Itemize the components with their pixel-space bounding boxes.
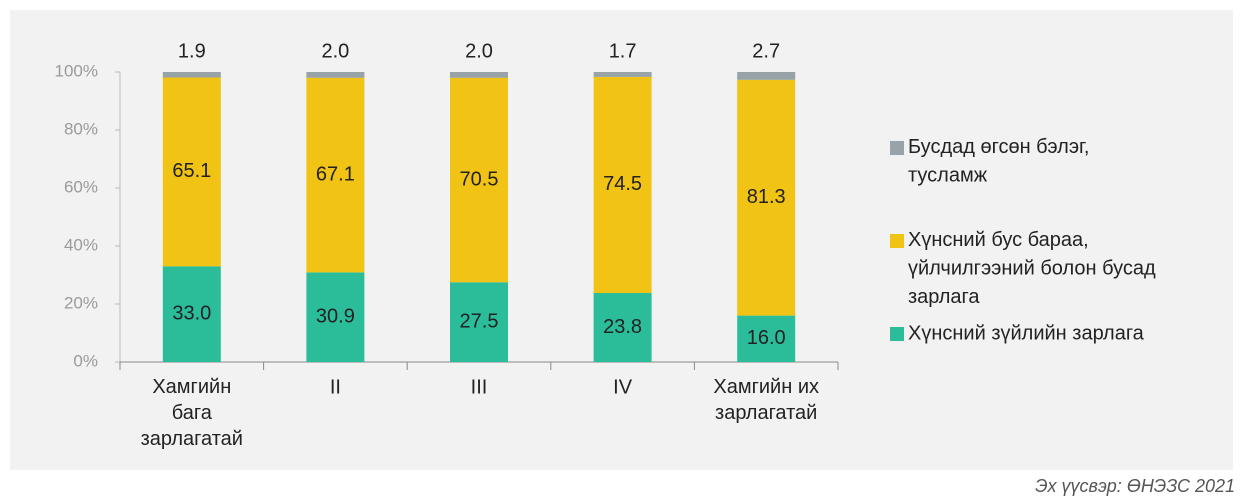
bar-segment [737, 79, 796, 316]
y-tick-label: 20% [64, 293, 98, 312]
y-tick-label: 0% [73, 351, 98, 370]
value-label: 67.1 [316, 163, 355, 185]
x-tick-label: Хамгийн их зарлагатай [713, 376, 819, 424]
bar-segment [162, 72, 221, 78]
value-label: 2.0 [321, 40, 349, 62]
value-label: 27.5 [460, 310, 499, 332]
bar-segment [450, 72, 508, 78]
value-label: 30.9 [316, 305, 355, 327]
y-tick-label: 60% [64, 177, 98, 196]
bar-segment [593, 292, 652, 362]
source: Эх үүсвэр: ӨНЭЗС 2021 [1035, 476, 1235, 496]
bar-segment [306, 77, 365, 273]
bar-segment [306, 272, 365, 362]
bar-segment [593, 72, 652, 77]
legend-swatch [890, 234, 904, 248]
x-tick-label: IV [613, 376, 633, 398]
value-label: 70.5 [460, 168, 499, 190]
value-label: 2.7 [752, 40, 780, 62]
x-tick-label: Хамгийн бага зарлагатай [141, 376, 243, 450]
bar-segment [450, 77, 508, 283]
bar-segment [450, 282, 508, 362]
bar-segment [737, 72, 796, 80]
x-tick-label: III [471, 376, 488, 398]
legend-label: Бусдад өгсөн бэлэг, тусламж [908, 136, 1089, 187]
value-label: 1.9 [178, 40, 206, 62]
value-label: 23.8 [603, 316, 642, 338]
bar-segment [737, 315, 796, 362]
y-tick-label: 100% [55, 61, 98, 80]
y-tick-label: 40% [64, 235, 98, 254]
legend-label: Хүнсний бус бараа, үйлчилгээний болон бус… [908, 229, 1156, 308]
x-tick-label: II [330, 376, 341, 398]
value-label: 81.3 [747, 186, 786, 208]
value-label: 1.7 [609, 40, 637, 62]
value-label: 16.0 [747, 327, 786, 349]
bar-segment [162, 266, 221, 362]
bar-segment [306, 72, 365, 78]
legend-label: Хүнсний зүйлийн зарлага [908, 322, 1145, 344]
value-label: 33.0 [172, 302, 211, 324]
bar-segment [162, 77, 221, 267]
y-tick-label: 80% [64, 119, 98, 138]
legend-swatch [890, 327, 904, 341]
value-label: 74.5 [603, 173, 642, 195]
legend-swatch [890, 141, 904, 155]
bar-segment [593, 76, 652, 293]
value-label: 65.1 [172, 160, 211, 182]
value-label: 2.0 [465, 40, 493, 62]
